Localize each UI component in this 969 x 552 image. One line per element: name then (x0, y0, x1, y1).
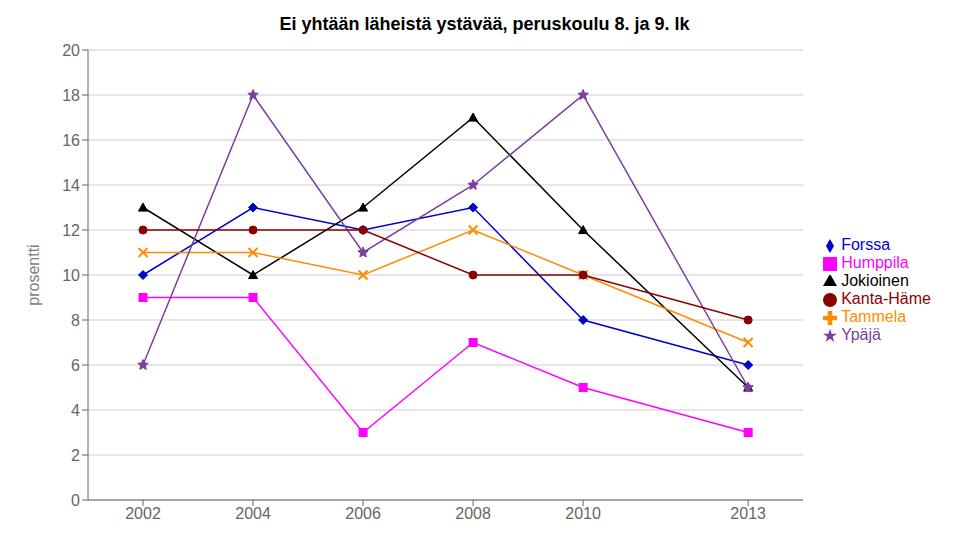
html-text:Forssa: Forssa (841, 236, 891, 253)
svg-text:2008: 2008 (455, 505, 491, 522)
svg-text:6: 6 (71, 357, 80, 374)
svg-text:0: 0 (71, 492, 80, 509)
svg-text:20: 20 (62, 42, 80, 59)
html-text:Jokioinen: Jokioinen (841, 272, 909, 289)
svg-text:2013: 2013 (730, 505, 766, 522)
html-text:Tammela: Tammela (841, 308, 907, 325)
html-text:Humppila: Humppila (841, 254, 909, 271)
svg-text:2010: 2010 (565, 505, 601, 522)
svg-text:12: 12 (62, 222, 80, 239)
svg-text:prosentti: prosentti (25, 244, 42, 305)
svg-text:4: 4 (71, 402, 80, 419)
svg-text:2004: 2004 (235, 505, 271, 522)
svg-text:16: 16 (62, 132, 80, 149)
html-text:Ei yhtään läheistä ystävää, pe: Ei yhtään läheistä ystävää, peruskoulu 8… (279, 14, 690, 34)
svg-text:2002: 2002 (125, 505, 161, 522)
svg-text:8: 8 (71, 312, 80, 329)
html-text:Kanta-Häme: Kanta-Häme (841, 290, 931, 307)
svg-text:10: 10 (62, 267, 80, 284)
html-text:Ypäjä: Ypäjä (841, 326, 881, 343)
svg-text:2: 2 (71, 447, 80, 464)
svg-text:18: 18 (62, 87, 80, 104)
svg-text:14: 14 (62, 177, 80, 194)
svg-text:2006: 2006 (345, 505, 381, 522)
